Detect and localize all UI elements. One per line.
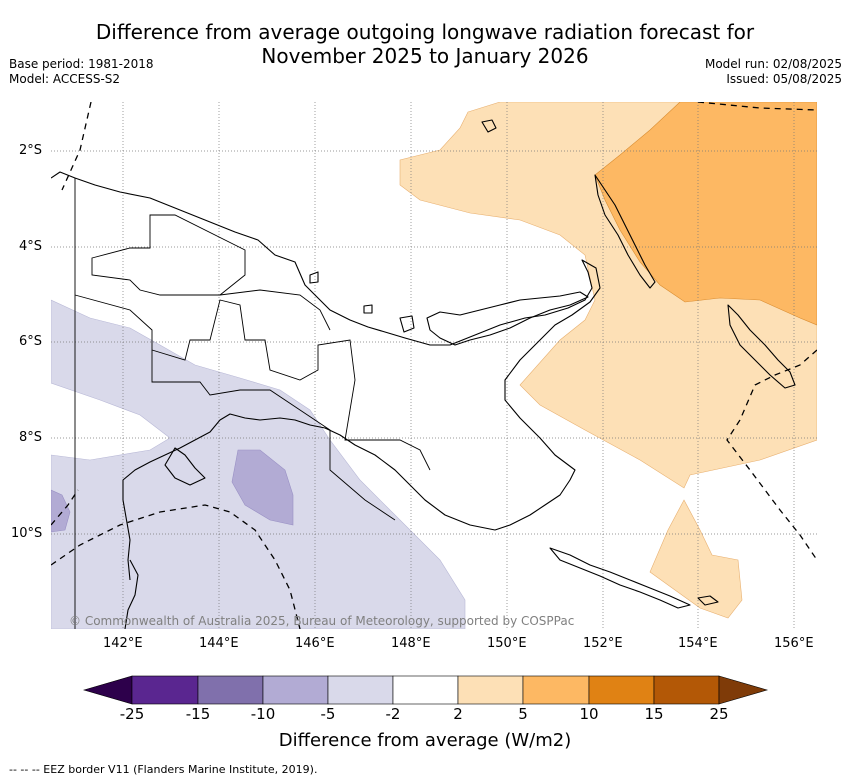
- d-entrecasteaux: [549, 547, 691, 609]
- graticule: [51, 102, 817, 629]
- colorbar-label: 2: [453, 705, 463, 723]
- bismarck-new-britain: [426, 291, 589, 346]
- colorbar-label: 15: [644, 705, 664, 723]
- colorbar-label: -5: [320, 705, 336, 723]
- map-title-line2: November 2025 to January 2026: [261, 44, 589, 68]
- colorbar-label: 5: [518, 705, 528, 723]
- manus-island: [481, 119, 497, 133]
- map-title-line1: Difference from average outgoing longwav…: [95, 20, 755, 44]
- colorbar-label: -25: [119, 705, 145, 723]
- anomaly-mid-purple: [231, 449, 294, 526]
- lon-tick-144e: 144°E: [199, 636, 239, 651]
- colorbar-title: Difference from average (W/m2): [278, 730, 572, 751]
- meta-right: Model run: 02/08/2025 Issued: 05/08/2025: [705, 57, 842, 87]
- eez-south-west: [51, 504, 301, 629]
- colorbar-over-arrow: [718, 675, 769, 705]
- colorbar-bin-9: [653, 675, 720, 705]
- colorbar-bin-5: [392, 675, 459, 705]
- eez-west-corner: [51, 489, 79, 526]
- colorbar-bin-6: [457, 675, 524, 705]
- borders: [74, 178, 431, 629]
- province-border-1: [91, 214, 246, 296]
- issued-date: Issued: 05/08/2025: [726, 72, 842, 86]
- coastlines: [51, 119, 796, 629]
- model-run: Model run: 02/08/2025: [704, 57, 842, 71]
- lat-tick-8s: 8°S: [19, 430, 43, 445]
- eez-footnote: -- -- -- EEZ border V11 (Flanders Marine…: [9, 763, 318, 776]
- province-border-2: [74, 294, 396, 521]
- louisiade: [697, 595, 719, 606]
- small-island-2: [309, 271, 319, 284]
- base-period: Base period: 1981-2018: [9, 57, 154, 71]
- new-guinea-coast: [51, 171, 601, 581]
- map-title: Difference from average outgoing longwav…: [0, 20, 850, 68]
- lon-tick-156e: 156°E: [774, 636, 814, 651]
- colorbar-label: -15: [185, 705, 211, 723]
- eez-east: [726, 349, 817, 561]
- colorbar-bin-4: [327, 675, 394, 705]
- colorbar-bin-3: [262, 675, 329, 705]
- colorbar-label: -10: [250, 705, 276, 723]
- lon-tick-150e: 150°E: [487, 636, 527, 651]
- fly-river-delta: [164, 447, 206, 486]
- eez-borders: [51, 102, 817, 629]
- lon-tick-152e: 152°E: [583, 636, 623, 651]
- anomaly-orange-north: [594, 102, 817, 326]
- small-island-1: [399, 315, 415, 333]
- bougainville: [727, 304, 796, 389]
- anomaly-mid-purple-west: [51, 489, 71, 533]
- lat-tick-4s: 4°S: [19, 239, 43, 254]
- colorbar-label: -2: [385, 705, 401, 723]
- colorbar-label: 10: [579, 705, 599, 723]
- province-border-3: [151, 299, 431, 471]
- lon-tick-146e: 146°E: [295, 636, 335, 651]
- colorbar-under-arrow: [82, 675, 133, 705]
- colorbar: [82, 675, 769, 705]
- copyright-notice: © Commonwealth of Australia 2025, Bureau…: [69, 614, 575, 628]
- new-ireland: [594, 174, 656, 289]
- eez-north-west: [61, 102, 92, 191]
- colorbar-bin-7: [522, 675, 590, 705]
- lon-tick-154e: 154°E: [678, 636, 718, 651]
- anomaly-light-orange-south: [649, 499, 743, 619]
- lon-tick-142e: 142°E: [103, 636, 143, 651]
- lon-tick-148e: 148°E: [391, 636, 431, 651]
- colorbar-bin-8: [588, 675, 655, 705]
- province-border-4: [219, 289, 331, 331]
- colorbar-label: 25: [709, 705, 729, 723]
- lat-tick-2s: 2°S: [19, 143, 43, 158]
- eez-north-east: [697, 102, 817, 111]
- lat-tick-10s: 10°S: [11, 526, 43, 541]
- meta-left: Base period: 1981-2018 Model: ACCESS-S2: [9, 57, 154, 87]
- colorbar-bin-1: [131, 675, 199, 705]
- colorbar-bin-2: [197, 675, 264, 705]
- small-island-3: [363, 304, 373, 314]
- model-name: Model: ACCESS-S2: [9, 72, 121, 86]
- torres-strait: [124, 559, 139, 629]
- lat-tick-6s: 6°S: [19, 334, 43, 349]
